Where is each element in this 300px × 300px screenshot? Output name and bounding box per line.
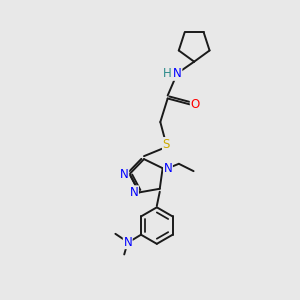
Text: N: N: [123, 236, 132, 249]
Text: N: N: [120, 167, 129, 181]
Text: H: H: [162, 67, 171, 80]
Text: O: O: [190, 98, 200, 111]
Text: N: N: [130, 186, 138, 199]
Text: N: N: [164, 162, 172, 175]
Text: S: S: [163, 138, 170, 151]
Text: N: N: [173, 67, 182, 80]
